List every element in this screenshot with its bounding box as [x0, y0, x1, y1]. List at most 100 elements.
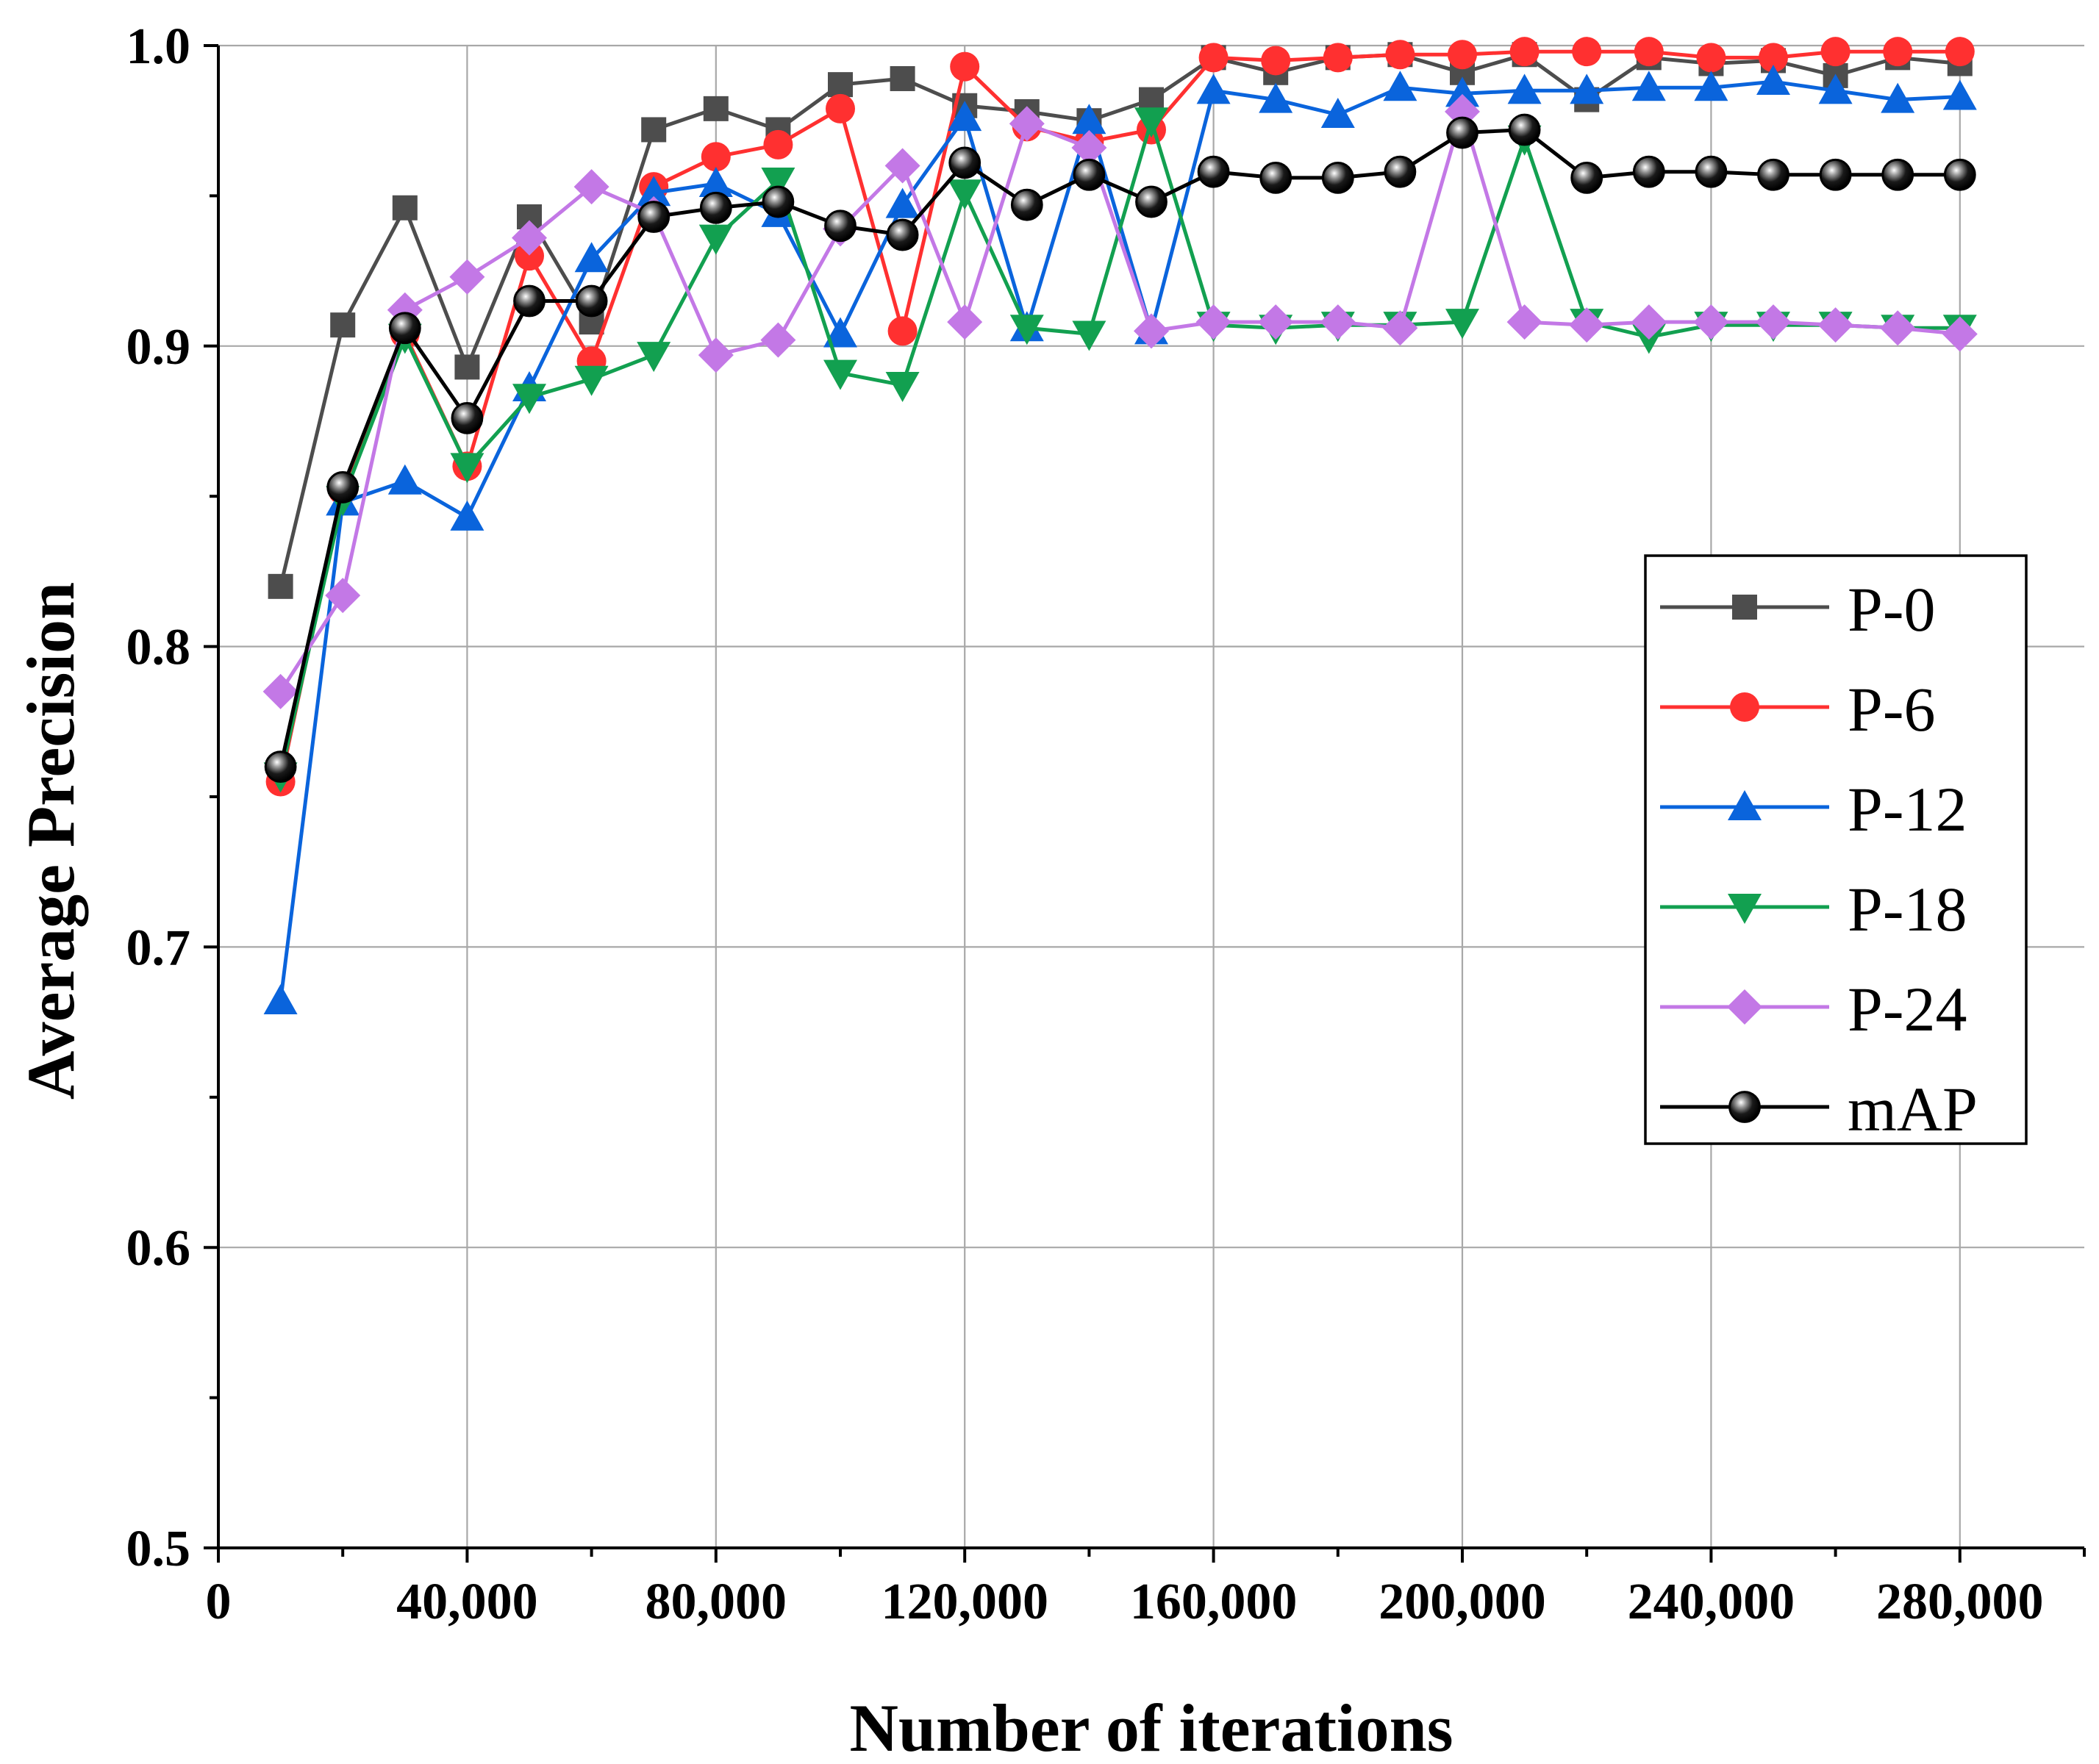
data-point — [325, 578, 361, 614]
data-point — [1631, 304, 1667, 340]
x-tick-label: 200,000 — [1379, 1574, 1546, 1630]
series-line — [279, 110, 1961, 693]
data-point — [449, 259, 485, 295]
data-point — [1570, 161, 1603, 194]
data-point — [1134, 313, 1169, 349]
data-point — [513, 284, 546, 318]
data-point — [392, 195, 418, 220]
data-point — [1135, 185, 1167, 218]
data-point — [1259, 82, 1293, 113]
data-point — [1448, 40, 1477, 70]
data-point — [1382, 310, 1418, 346]
series-line — [279, 128, 1960, 767]
data-point — [1195, 304, 1231, 340]
x-tick-label: 0 — [206, 1574, 232, 1630]
data-point — [701, 142, 731, 172]
data-point — [1507, 74, 1542, 104]
data-point — [1942, 316, 1978, 352]
data-point — [1383, 71, 1417, 101]
data-point — [387, 464, 422, 495]
data-point — [326, 471, 360, 503]
data-point — [1632, 155, 1665, 188]
data-point — [887, 316, 918, 346]
legend-item: P-6 — [1660, 674, 1935, 745]
data-point — [1756, 65, 1790, 96]
legend-item: mAP — [1660, 1074, 1978, 1144]
data-point — [950, 51, 980, 82]
y-tick-label: 0.6 — [126, 1220, 191, 1277]
data-point — [948, 101, 982, 132]
data-point — [1880, 310, 1916, 346]
legend-marker — [1728, 894, 1762, 924]
x-tick-label: 280,000 — [1876, 1574, 2044, 1630]
x-tick-label: 160,000 — [1130, 1574, 1298, 1630]
legend-marker — [1732, 595, 1757, 620]
data-point — [1509, 37, 1540, 67]
data-point — [763, 129, 793, 159]
data-point — [574, 242, 609, 273]
data-point — [1321, 161, 1354, 194]
legend-label: mAP — [1848, 1074, 1978, 1144]
data-point — [1445, 76, 1479, 107]
data-point — [1943, 158, 1976, 191]
data-point — [1881, 82, 1915, 113]
data-point — [637, 342, 671, 373]
data-point — [1945, 37, 1975, 67]
data-point — [573, 169, 609, 205]
data-point — [454, 354, 480, 380]
x-tick-label: 120,000 — [881, 1574, 1048, 1630]
data-point — [1756, 304, 1791, 340]
data-point — [823, 317, 857, 348]
data-point — [1759, 43, 1788, 73]
data-point — [948, 179, 982, 210]
series-line — [279, 52, 1961, 587]
data-point — [1009, 315, 1044, 345]
legend-label: P-12 — [1848, 774, 1967, 845]
x-axis-title: Number of iterations — [849, 1690, 1453, 1764]
data-point — [637, 201, 671, 233]
data-point — [1010, 188, 1043, 221]
data-point — [823, 359, 857, 390]
y-tick-label: 0.7 — [126, 919, 191, 976]
data-point — [1570, 74, 1604, 104]
data-point — [1694, 71, 1728, 101]
data-point — [1631, 71, 1666, 101]
data-point — [1446, 116, 1478, 149]
data-point — [1320, 98, 1355, 129]
data-point — [1818, 74, 1853, 104]
data-point — [1757, 158, 1789, 191]
series-line — [279, 118, 1960, 776]
data-point — [1634, 37, 1664, 67]
data-point — [828, 72, 853, 98]
legend-item: P-12 — [1660, 774, 1967, 845]
data-point — [1258, 304, 1294, 340]
data-point — [637, 176, 671, 207]
data-point — [1572, 37, 1602, 67]
legend-marker — [1727, 989, 1762, 1025]
data-point — [885, 371, 920, 402]
data-point — [512, 384, 546, 415]
data-point — [1695, 155, 1728, 188]
data-point — [330, 312, 356, 338]
data-point — [948, 146, 981, 179]
data-point — [512, 220, 547, 256]
data-point — [1819, 158, 1852, 191]
data-point — [1696, 43, 1726, 73]
data-point — [1197, 155, 1230, 188]
data-point — [1569, 307, 1605, 343]
data-point — [698, 167, 733, 198]
data-point — [451, 402, 484, 434]
data-point — [1196, 74, 1231, 104]
data-point — [1071, 129, 1107, 165]
data-point — [450, 500, 484, 531]
y-tick-label: 0.8 — [126, 620, 191, 676]
y-tick-label: 1.0 — [126, 18, 191, 75]
data-point — [1942, 79, 1977, 110]
data-point — [826, 93, 855, 123]
data-point — [388, 312, 421, 345]
data-point — [1072, 320, 1106, 351]
data-point — [1009, 106, 1045, 142]
axis-ticks: 0 40,000 80,000 120,000 160,000 200,000 240,00… — [126, 18, 2086, 1630]
data-point — [1506, 304, 1542, 340]
